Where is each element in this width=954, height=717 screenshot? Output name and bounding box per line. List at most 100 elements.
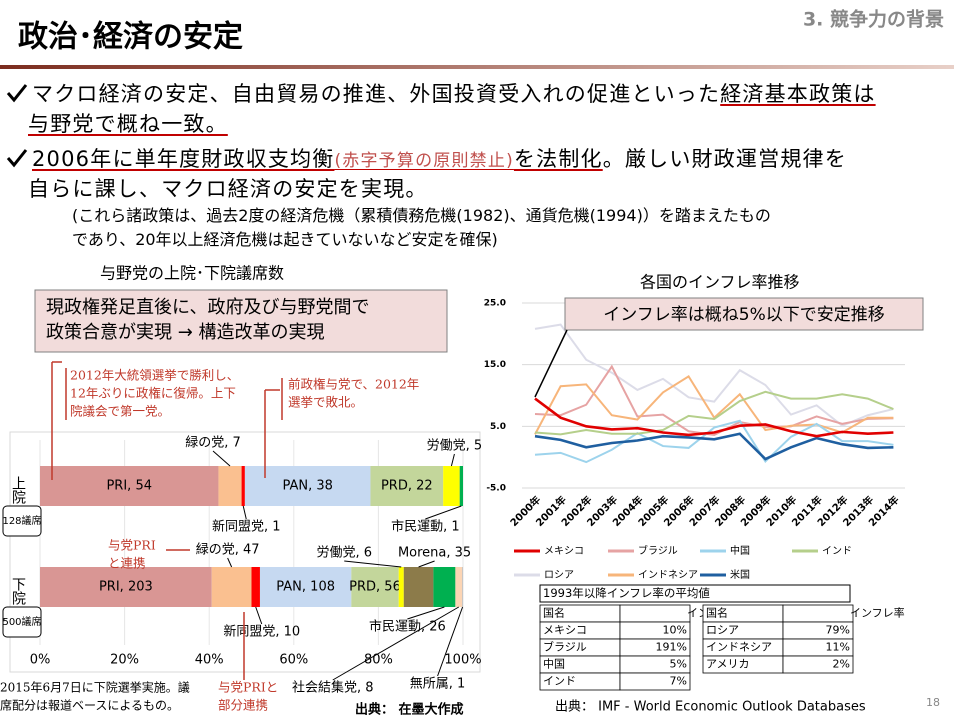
table-text: 79% (826, 624, 850, 637)
line-series (534, 390, 894, 436)
source: 出典： 在墨大作成 (355, 702, 464, 717)
text: 。厳しい財政運営規律を (602, 147, 847, 171)
bar-label: 社会結集党, 8 (292, 680, 374, 696)
text: 2006年に単年度財政収支均衡 (32, 147, 335, 171)
bullet: マクロ経済の安定、自由貿易の推進、外国投資受入れの促進といった経済基本政策は 与… (28, 78, 876, 138)
bar-segment (459, 466, 463, 506)
x-tick-label: 20% (110, 653, 139, 668)
bullet-line: 自らに課し、マクロ経済の安定を実現。 (28, 173, 847, 203)
bar-segment (40, 567, 212, 607)
bar-label: 緑の党, 7 (185, 436, 241, 451)
footnote: 2015年6月7日に下院選挙実施。議 (0, 680, 190, 695)
table-text: メキシコ (543, 624, 587, 637)
bar-label: PRI, 54 (106, 479, 152, 494)
bar-segment (403, 567, 434, 607)
table-text: ロシア (706, 624, 739, 637)
leader-line (242, 505, 247, 520)
leader-line (255, 606, 263, 625)
table-header: 国名 (543, 606, 565, 620)
note: であり、20年以上経済危機は起きていないなど安定を確保) (72, 230, 498, 249)
seat-box (2, 505, 42, 537)
annotation: 12年ぶりに政権に復帰。上下 (70, 386, 236, 401)
bar-segment (370, 466, 444, 506)
table-cell (782, 604, 854, 623)
chart-title: 与野党の上院･下院議席数 (100, 264, 284, 283)
table-text: 5% (670, 658, 687, 671)
annotation: インフレ率は概ね5%以下で安定推移 (603, 305, 884, 325)
legend-label: インド (822, 546, 852, 557)
bullet-line: マクロ経済の安定、自由貿易の推進、外国投資受入れの促進といった経済基本政策は (32, 78, 876, 108)
y-tick-label: 15.0 (484, 360, 506, 370)
bar-segment (398, 567, 404, 607)
leader-line (212, 450, 231, 467)
table-text: アメリカ (706, 658, 749, 671)
annotation: 前政権与党で、2012年 (288, 377, 419, 392)
line-series (534, 375, 894, 435)
bullet-line: 2006年に単年度財政収支均衡(赤字予算の原則禁止)を法制化。厳しい財政運営規律… (32, 143, 847, 173)
x-tick-label: 0% (30, 653, 51, 668)
table-text: 191% (656, 641, 687, 654)
text: マクロ経済の安定、自由貿易の推進、外国投資受入れの促進といった (32, 82, 721, 106)
legend-label: メキシコ (544, 546, 584, 557)
bar-label: 新同盟党, 10 (223, 624, 300, 640)
y-tick-label: -5.0 (486, 484, 506, 494)
table-text: ブラジル (543, 640, 587, 654)
bar-segment (40, 466, 219, 506)
bar-label: PRD, 22 (381, 479, 433, 494)
bar-segment (351, 567, 399, 607)
table-text: 7% (670, 675, 687, 688)
annotation: 与党PRI (108, 538, 156, 553)
bar-label: PRI, 203 (99, 580, 153, 595)
seat-count: 128議席 (2, 514, 41, 527)
bullet-line: 与野党で概ね一致。 (28, 108, 876, 138)
callout-text: 政策合意が実現 → 構造改革の実現 (46, 322, 325, 343)
title: 政治･経済の安定 (18, 20, 243, 55)
leader-line (407, 606, 445, 620)
bar-segment (443, 466, 460, 506)
seat-count: 500議席 (2, 615, 41, 628)
seat-box (2, 606, 42, 638)
category-label: 上院 (10, 476, 26, 505)
line-series (534, 432, 894, 461)
legend-label: ブラジル (638, 544, 678, 557)
table-title-cell (539, 584, 851, 603)
y-tick-label: 25.0 (484, 299, 506, 309)
table-header: 国名 (706, 606, 728, 620)
bar-segment (433, 567, 456, 607)
annotation: と連携 (108, 556, 146, 571)
leader-line (418, 560, 435, 568)
bar-segment (218, 466, 242, 506)
table-text: 2% (833, 658, 850, 671)
text: を法制化 (513, 147, 603, 171)
x-tick-label: 80% (364, 653, 393, 668)
section: 3. 競争力の背景 (803, 8, 944, 31)
table-cell (619, 604, 691, 623)
bar-label: PAN, 38 (282, 479, 332, 494)
annotation-arrow (534, 329, 568, 398)
table-text: 11% (826, 641, 850, 654)
bar-segment (244, 466, 371, 506)
table-text: インドネシア (706, 641, 772, 654)
text: 自らに課し、マクロ経済の安定を実現。 (28, 177, 428, 201)
line-series (534, 397, 894, 438)
table-text: 10% (663, 624, 687, 637)
bar-segment (462, 567, 463, 607)
table-text: 中国 (543, 658, 565, 671)
bar-segment (455, 567, 463, 607)
table-header: インフレ率 (850, 606, 905, 620)
source: 出典： IMF - World Economic Outlook Databas… (555, 700, 866, 715)
leader-line (227, 557, 233, 568)
line-series (534, 323, 894, 427)
category-label: 下院 (10, 577, 26, 606)
text: 与野党で概ね一致。 (28, 112, 228, 136)
chart-frame (9, 431, 481, 673)
leader-line (450, 453, 455, 467)
bar-segment (259, 567, 352, 607)
footnote: 席配分は報道ベースによるもの。 (0, 698, 179, 713)
leader-line (344, 560, 402, 568)
table-text: インド (543, 675, 576, 688)
leader-line (425, 505, 462, 520)
x-tick-label: 100% (444, 653, 481, 668)
bar-label: 緑の党, 47 (196, 543, 260, 558)
